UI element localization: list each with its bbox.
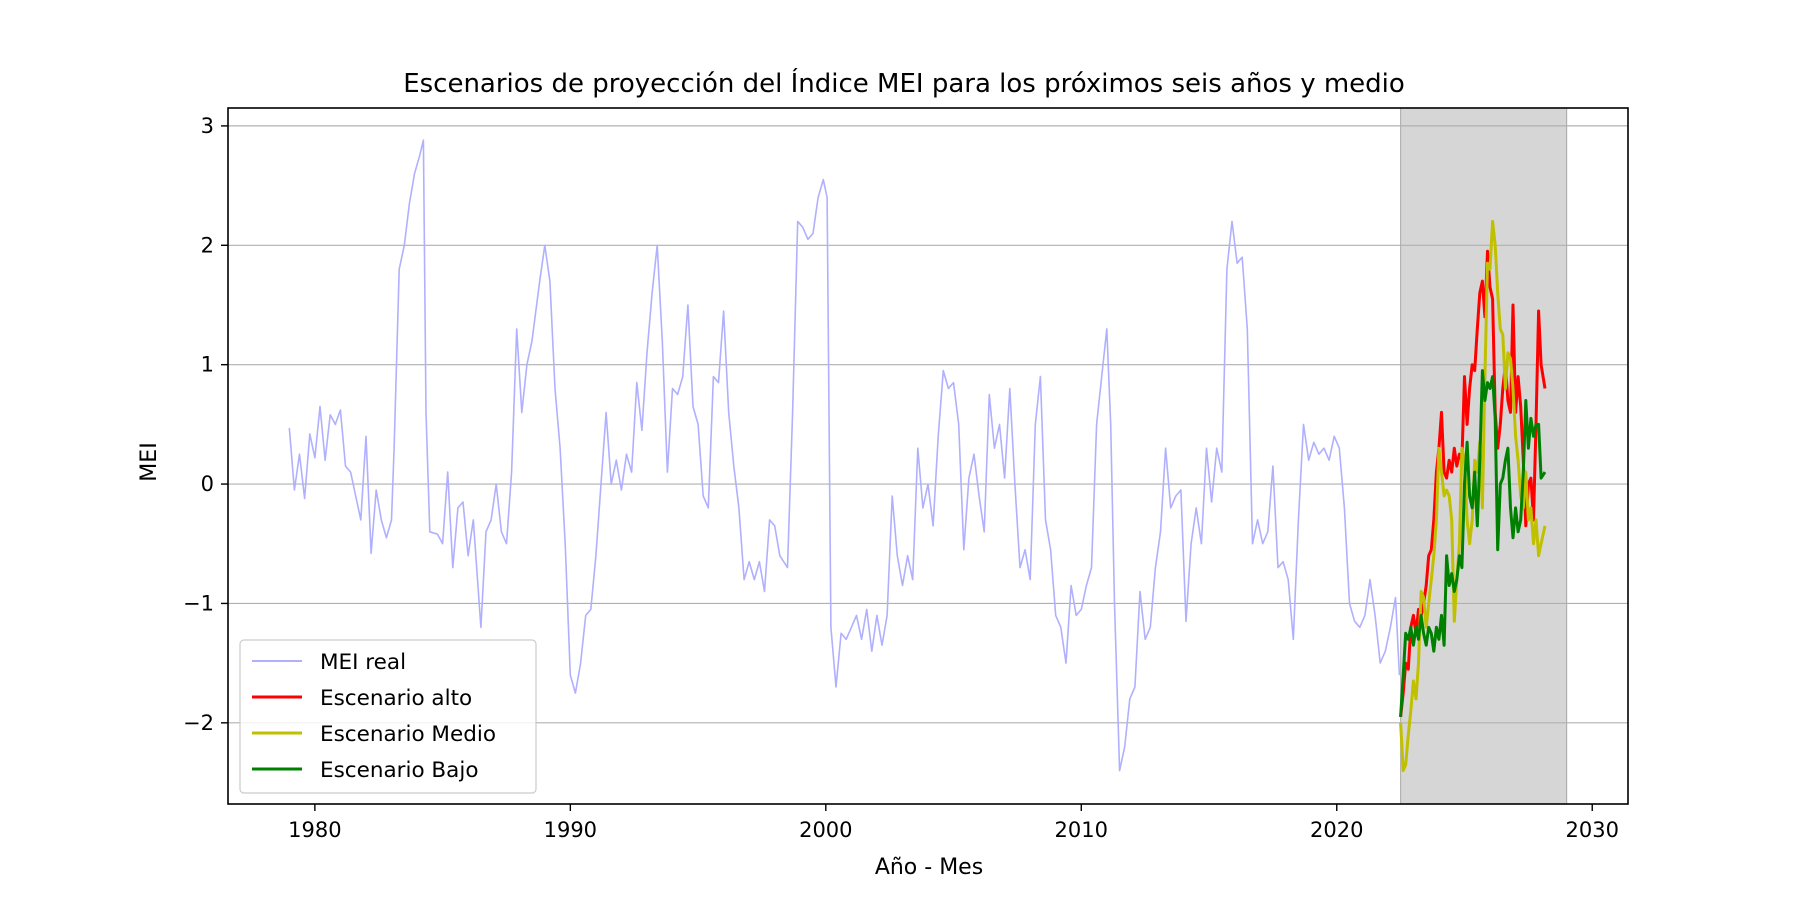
plot-area (227, 107, 1629, 805)
x-tick-label: 2010 (1055, 818, 1108, 842)
y-tick-label: −1 (183, 591, 214, 615)
x-axis: 1980 1990 2000 2010 2020 2030 (288, 804, 1619, 842)
y-axis-label: MEI (137, 442, 162, 481)
legend-box (239, 639, 537, 794)
legend-label-escenario-bajo: Escenario Bajo (320, 758, 479, 783)
y-tick-label: 3 (201, 114, 214, 138)
x-axis-label: Año - Mes (875, 855, 983, 880)
x-tick-label: 1990 (544, 818, 597, 842)
x-tick-label: 1980 (288, 818, 341, 842)
y-tick-label: 2 (201, 233, 214, 257)
series-line-mei-real (288, 139, 1401, 772)
plot-frame (227, 107, 1629, 805)
series-group (288, 139, 1547, 773)
legend-label-escenario-medio: Escenario Medio (320, 722, 496, 747)
series-line-escenario-bajo (1399, 369, 1547, 717)
chart-title: Escenarios de proyección del Índice MEI … (403, 67, 1405, 99)
legend-label-mei-real: MEI real (320, 650, 406, 675)
x-tick-label: 2030 (1566, 818, 1619, 842)
y-tick-label: −2 (183, 711, 214, 735)
y-tick-label: 1 (201, 353, 214, 377)
x-tick-label: 2000 (799, 818, 852, 842)
series-line-escenario-medio (1399, 219, 1547, 773)
legend: MEI real Escenario alto Escenario Medio … (239, 639, 537, 794)
x-tick-label: 2020 (1310, 818, 1363, 842)
y-axis: −2 −1 0 1 2 3 (183, 114, 228, 735)
y-tick-label: 0 (201, 472, 214, 496)
legend-label-escenario-alto: Escenario alto (320, 686, 472, 711)
